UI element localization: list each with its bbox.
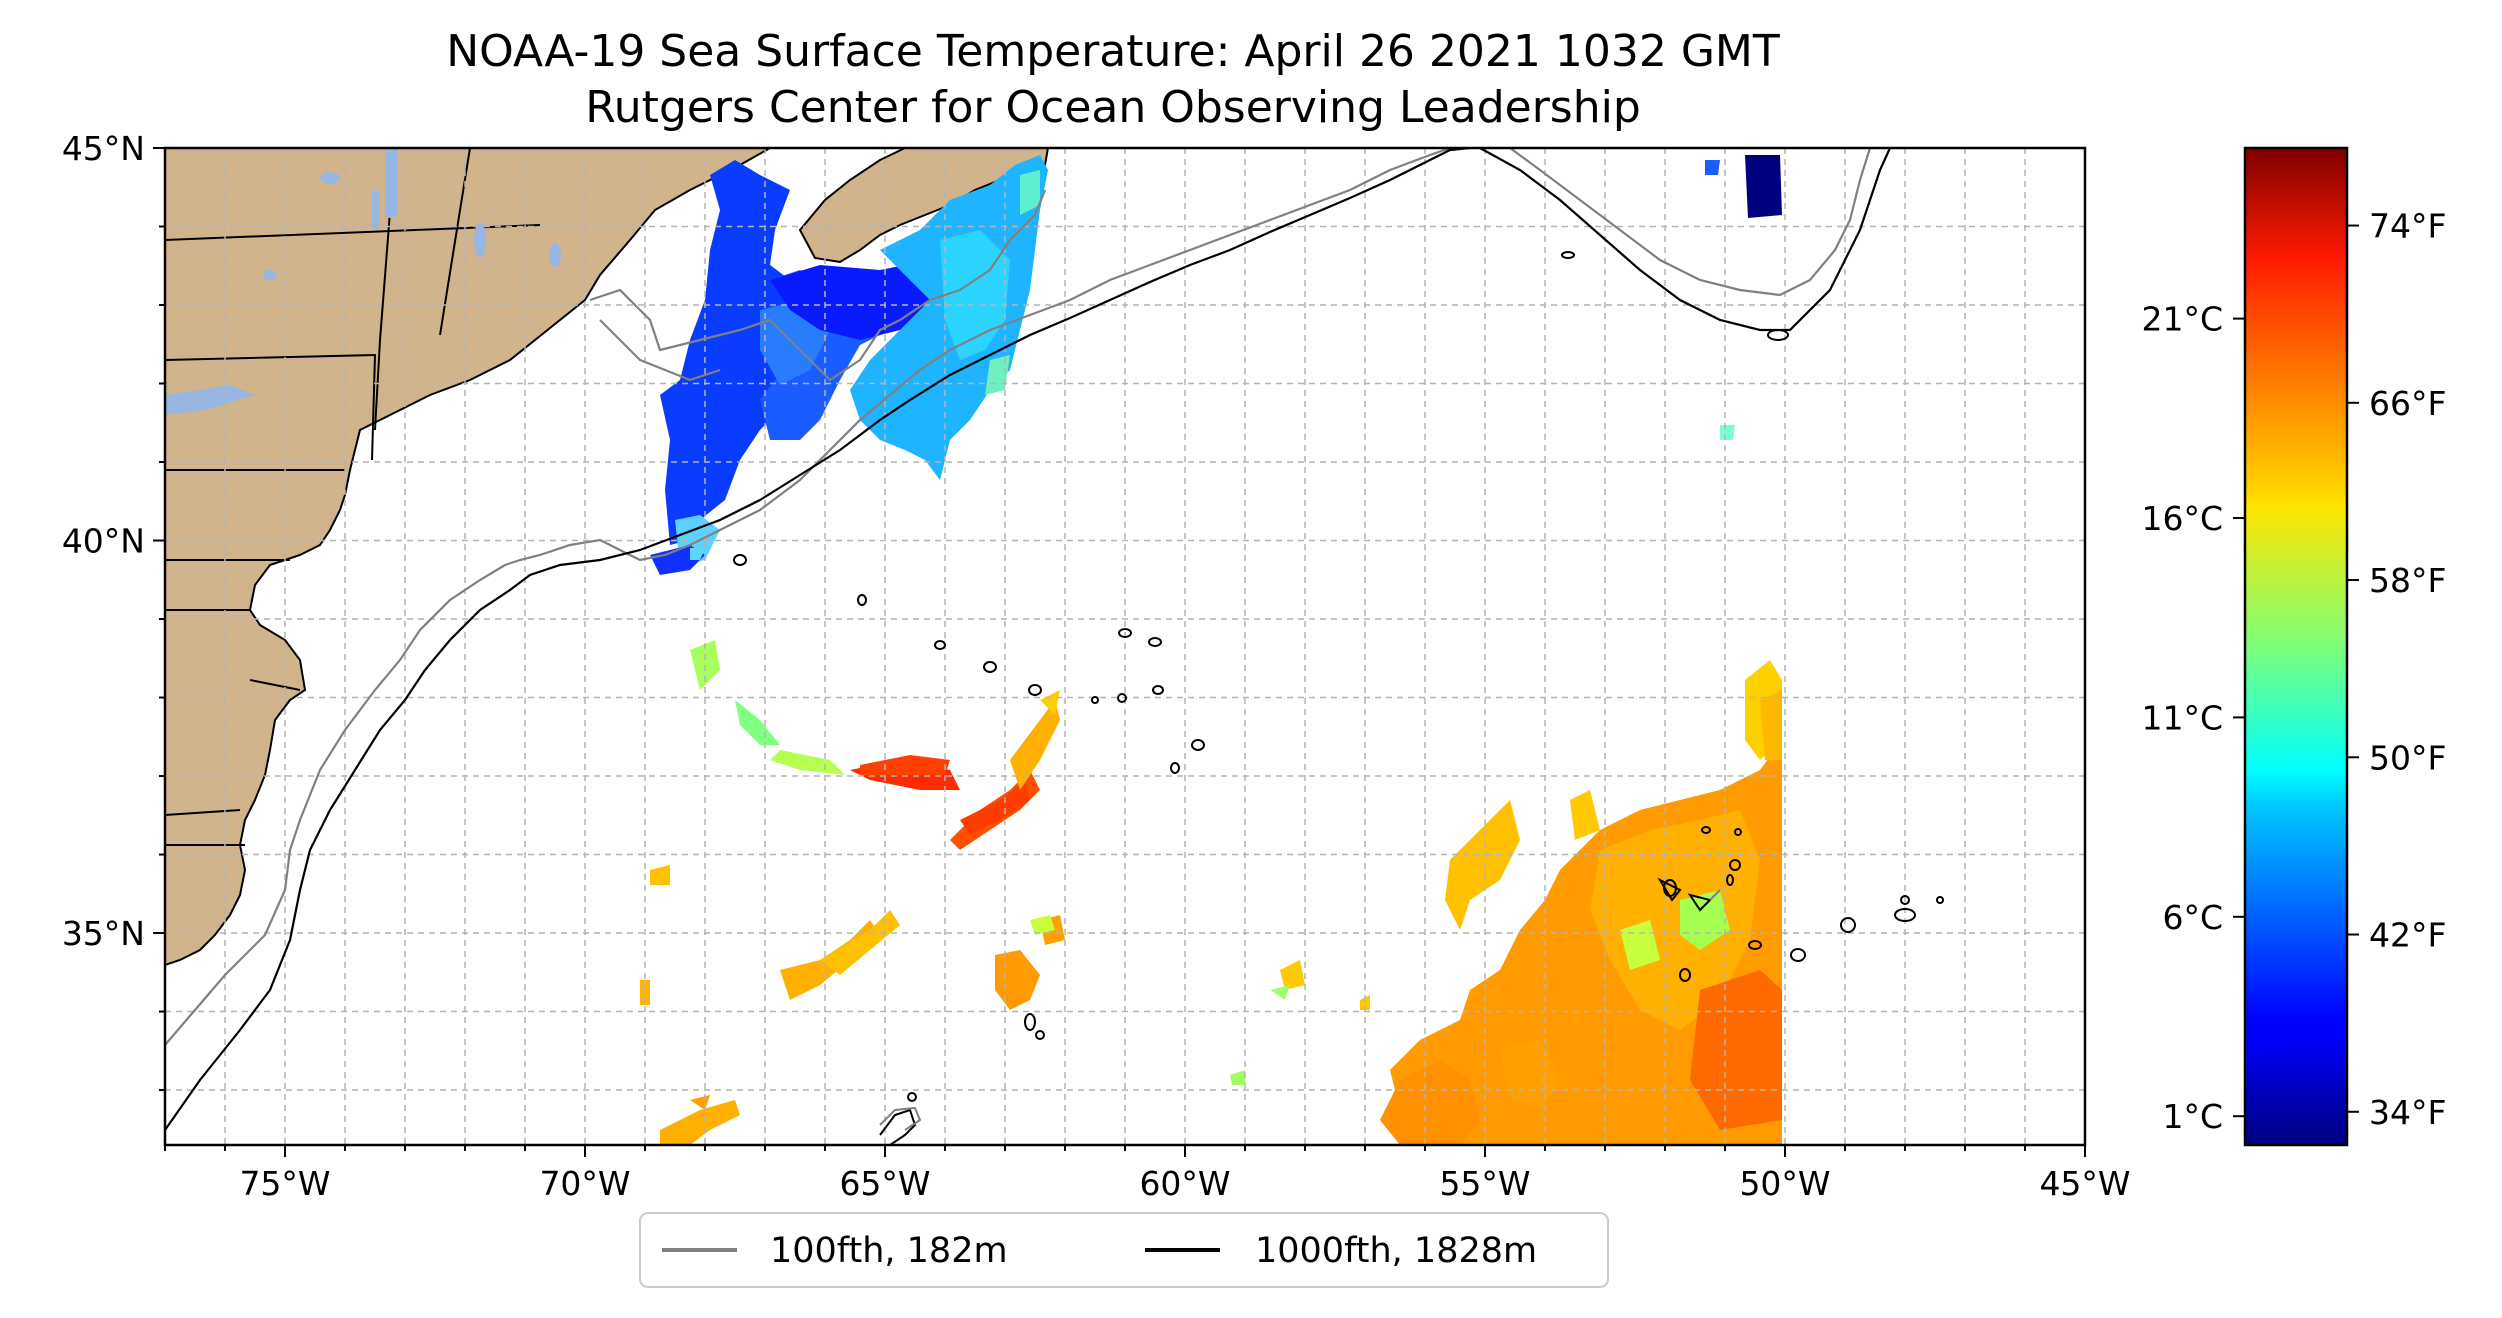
legend-box bbox=[639, 1212, 1609, 1288]
x-tick-label: 65°W bbox=[839, 1164, 930, 1203]
colorbar-c-label: 6°C bbox=[2162, 898, 2223, 937]
contour-100fth-gom bbox=[589, 148, 1872, 382]
colorbar-c-label: 1°C bbox=[2162, 1097, 2223, 1136]
x-axis-ticks: 75°W 70°W 65°W 60°W 55°W 50°W 45°W bbox=[164, 1145, 2131, 1203]
grid-lines bbox=[165, 148, 2085, 1145]
colorbar: 21°C 16°C 11°C 6°C 1°C 74°F 66°F 58°F 50°F 42°F 3… bbox=[2141, 146, 2446, 1147]
sst-warm-patches bbox=[640, 640, 1782, 1145]
lakes bbox=[165, 148, 561, 415]
colorbar-f-label: 66°F bbox=[2369, 384, 2446, 423]
x-tick-label: 60°W bbox=[1139, 1164, 1230, 1203]
legend-label-1000fth: 1000fth, 1828m bbox=[1255, 1231, 1537, 1271]
seamount-gray bbox=[879, 889, 1721, 1131]
legend: 100fth, 182m 1000fth, 1828m bbox=[639, 1212, 1609, 1288]
x-tick-label: 45°W bbox=[2039, 1164, 2130, 1203]
figure-title-line2: Rutgers Center for Ocean Observing Leade… bbox=[585, 82, 1641, 133]
colorbar-celsius-ticks: 21°C 16°C 11°C 6°C 1°C bbox=[2141, 300, 2245, 1136]
colorbar-f-label: 58°F bbox=[2369, 561, 2446, 600]
contour-100fth bbox=[165, 148, 1451, 1046]
legend-label-100fth: 100fth, 182m bbox=[770, 1231, 1008, 1271]
north-america-land bbox=[165, 148, 773, 967]
colorbar-c-label: 11°C bbox=[2141, 698, 2223, 737]
nova-scotia-land bbox=[798, 148, 1050, 264]
figure-title-line1: NOAA-19 Sea Surface Temperature: April 2… bbox=[446, 26, 1780, 77]
y-tick-label: 40°N bbox=[62, 522, 145, 561]
state-borders bbox=[165, 148, 541, 846]
y-tick-label: 35°N bbox=[62, 914, 145, 953]
seamounts bbox=[733, 251, 1944, 1145]
colorbar-c-label: 16°C bbox=[2141, 499, 2223, 538]
colorbar-fahrenheit-ticks: 74°F 66°F 58°F 50°F 42°F 34°F bbox=[2347, 207, 2446, 1132]
y-axis-ticks: 45°N 40°N 35°N bbox=[62, 129, 165, 1092]
x-tick-label: 70°W bbox=[539, 1164, 630, 1203]
x-tick-label: 50°W bbox=[1739, 1164, 1830, 1203]
colorbar-gradient bbox=[2243, 146, 2349, 1147]
colorbar-f-label: 50°F bbox=[2369, 738, 2446, 777]
colorbar-f-label: 42°F bbox=[2369, 916, 2446, 955]
contour-1000fth bbox=[165, 148, 1471, 1131]
colorbar-f-label: 74°F bbox=[2369, 207, 2446, 246]
map-panel: 75°W 70°W 65°W 60°W 55°W 50°W 45°W 45°N 40°N 35°… bbox=[62, 129, 2131, 1203]
x-tick-label: 55°W bbox=[1439, 1164, 1530, 1203]
y-tick-label: 45°N bbox=[62, 129, 145, 168]
colorbar-f-label: 34°F bbox=[2369, 1093, 2446, 1132]
colorbar-c-label: 21°C bbox=[2141, 300, 2223, 339]
x-tick-label: 75°W bbox=[239, 1164, 330, 1203]
